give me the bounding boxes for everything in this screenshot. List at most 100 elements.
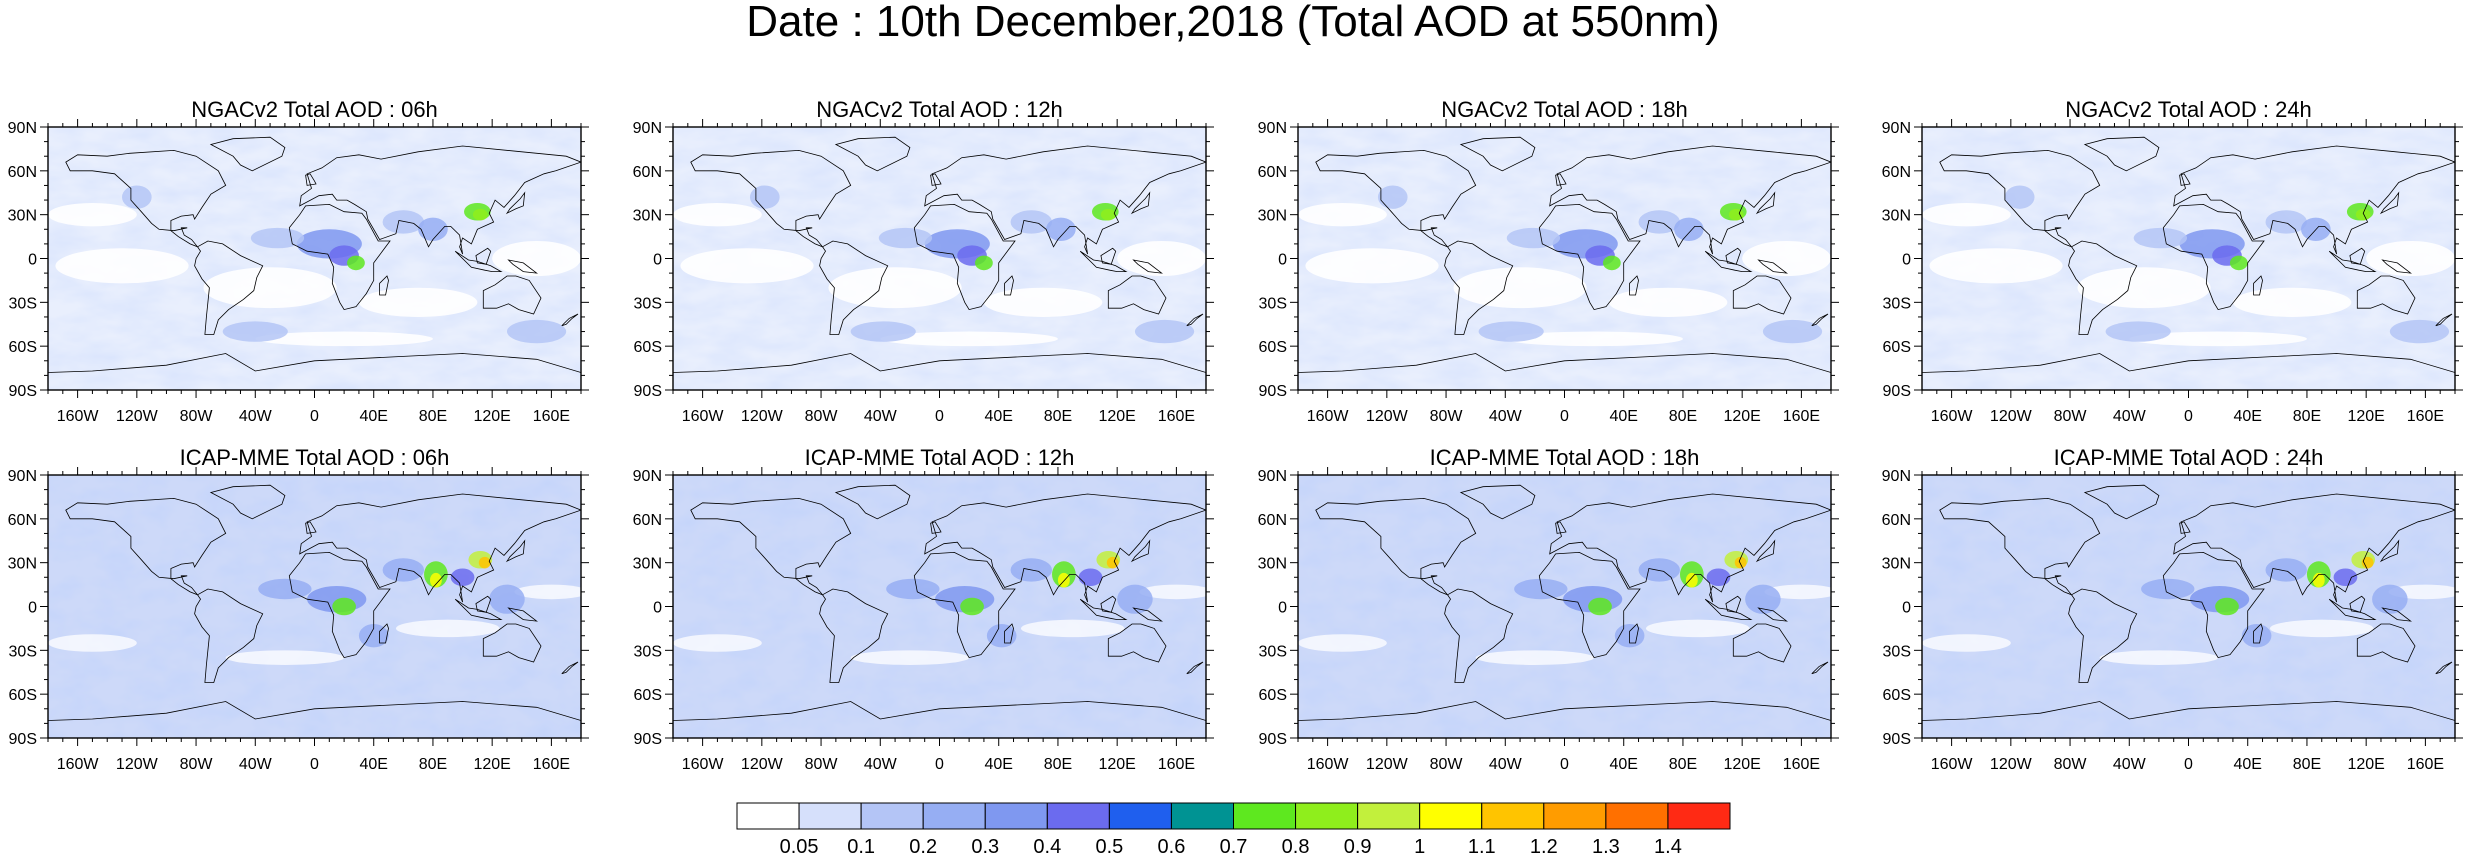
axis-ticks — [665, 467, 1214, 746]
lat-tick-label: 90N — [8, 468, 37, 485]
lat-tick-label: 30S — [1883, 643, 1911, 660]
clean-air-region — [828, 267, 962, 309]
lon-tick-label: 120E — [2347, 408, 2384, 425]
lon-tick-label: 0 — [2184, 756, 2193, 773]
colorbar-swatch — [1046, 802, 1110, 830]
coastline-africa — [288, 203, 391, 311]
aod-hotspot — [960, 597, 984, 616]
clean-air-region — [1645, 619, 1750, 638]
clean-air-region — [1117, 240, 1206, 277]
lon-tick-label: 40E — [1609, 756, 1637, 773]
lat-tick-label: 60S — [9, 339, 37, 356]
coastline-antarctica — [673, 701, 1206, 738]
lat-tick-label: 60N — [633, 164, 662, 181]
aod-hotspot — [2133, 227, 2188, 249]
coastline-madagascar — [2253, 275, 2263, 296]
coastline-northAmerica — [65, 149, 227, 248]
aod-hotspot — [258, 578, 312, 600]
lat-tick-label: 0 — [1278, 600, 1287, 617]
map-panel: ICAP-MME Total AOD : 18h 90N 60N 30N 0 30S 60S… — [1258, 445, 1839, 773]
coastline-japan — [505, 191, 526, 215]
colorbar-label: 0.6 — [1158, 836, 1186, 853]
lon-tick-label: 0 — [2184, 408, 2193, 425]
aod-hotspot — [2215, 597, 2239, 616]
lat-tick-label: 0 — [653, 252, 662, 269]
lon-tick-label: 160E — [533, 756, 570, 773]
lat-tick-label: 90S — [1259, 731, 1287, 748]
colorbar-swatch — [798, 802, 862, 830]
coastline-africa — [2162, 203, 2265, 311]
coastline-greenland — [2083, 136, 2160, 172]
coastline-japan — [1130, 539, 1151, 563]
lat-tick-label: 30S — [9, 295, 37, 312]
lon-tick-label: 160E — [1158, 756, 1195, 773]
colorbar-swatch — [1605, 802, 1669, 830]
lat-tick-label: 0 — [28, 252, 37, 269]
coastline-southAmerica — [194, 588, 264, 683]
coastline-japan — [1755, 191, 1776, 215]
clean-air-region — [1475, 650, 1595, 665]
lat-tick-label: 90S — [9, 383, 37, 400]
clean-air-region — [48, 634, 137, 652]
colorbar-label: 0.3 — [971, 836, 999, 853]
aod-hotspot — [347, 255, 365, 271]
colorbar-swatch — [922, 802, 986, 830]
coastline-newZealand — [1186, 313, 1204, 327]
clean-air-region — [492, 240, 581, 277]
coastline-africa — [913, 203, 1016, 311]
clean-air-region — [880, 331, 1058, 347]
lat-tick-label: 30S — [1259, 295, 1287, 312]
coastline-newGuinea — [1132, 607, 1163, 622]
lon-tick-label: 40W — [1489, 408, 1523, 425]
coastline-borneo — [1100, 595, 1117, 613]
coastline-newGuinea — [1132, 259, 1163, 274]
clean-air-region — [2099, 650, 2219, 665]
coastline-indonesia — [1704, 598, 1753, 620]
aod-hotspot — [2361, 556, 2374, 569]
map-panel: ICAP-MME Total AOD : 06h 90N 60N 30N 0 30S 60S… — [8, 445, 589, 773]
lat-tick-label: 0 — [1902, 600, 1911, 617]
lon-tick-label: 160E — [1158, 408, 1195, 425]
aod-hotspot — [1078, 568, 1103, 587]
coastline-eurasia — [299, 145, 581, 255]
coastline-eurasia — [924, 493, 1206, 603]
aod-hotspot — [1685, 572, 1698, 588]
lon-tick-label: 160W — [1931, 756, 1974, 773]
lon-tick-label: 40E — [1609, 408, 1637, 425]
axis-ticks — [1290, 119, 1839, 398]
aod-hotspot — [1674, 217, 1704, 241]
colorbar-swatch — [1357, 802, 1421, 830]
aod-hotspot — [1134, 319, 1195, 344]
coastline-antarctica — [48, 353, 581, 390]
coastline-northAmerica — [690, 497, 852, 596]
figure-title: Date : 10th December,2018 (Total AOD at … — [746, 0, 1720, 46]
coastline-indonesia — [1079, 250, 1128, 272]
clean-air-region — [983, 287, 1103, 317]
aod-hotspot — [1046, 217, 1076, 241]
aod-field — [1298, 127, 1831, 390]
coastline-northAmerica — [690, 149, 852, 248]
coastline-borneo — [2349, 247, 2366, 265]
lon-tick-label: 0 — [310, 408, 319, 425]
aod-hotspot — [2105, 321, 2171, 342]
coastline-africa — [1538, 203, 1641, 311]
coastline-africa — [913, 551, 1016, 659]
lat-tick-label: 90S — [1883, 383, 1911, 400]
coastline-indonesia — [454, 250, 503, 272]
lat-tick-label: 30N — [8, 556, 37, 573]
lat-tick-label: 90N — [633, 468, 662, 485]
lon-tick-label: 80E — [419, 756, 447, 773]
coastline-uk — [305, 173, 317, 186]
coastline-indonesia — [1079, 598, 1128, 620]
coastline-newZealand — [1811, 313, 1829, 327]
lon-tick-label: 120W — [741, 408, 784, 425]
lon-tick-label: 40E — [2233, 756, 2261, 773]
coastlines — [48, 136, 581, 390]
aod-hotspot — [1602, 255, 1621, 271]
lon-tick-label: 120W — [741, 756, 784, 773]
coastline-newZealand — [561, 313, 579, 327]
clean-air-region — [358, 287, 478, 317]
coastline-uk — [2179, 521, 2191, 534]
lat-tick-label: 30N — [633, 556, 662, 573]
